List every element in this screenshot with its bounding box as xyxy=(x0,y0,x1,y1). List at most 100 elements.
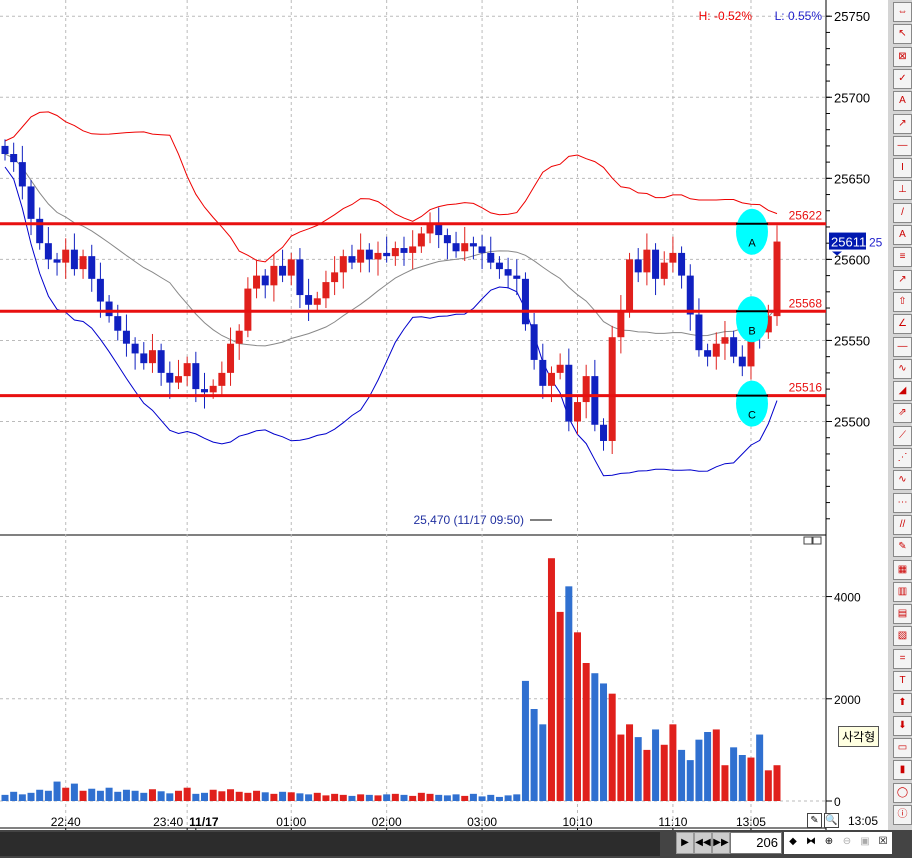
toolbar-tool-button[interactable]: ✎ xyxy=(893,537,912,558)
toolbar-tool-button[interactable]: ⟋ xyxy=(893,425,912,446)
candle-body xyxy=(704,350,712,357)
candle-body xyxy=(279,265,287,276)
toolbar-tool-button[interactable]: ◯ xyxy=(893,782,912,803)
candle-body xyxy=(764,316,772,333)
toolbar-tool-button[interactable]: ⇗ xyxy=(893,403,912,424)
price-tick-label: 25650 xyxy=(834,171,870,186)
low-annotation: 25,470 (11/17 09:50) xyxy=(413,513,524,527)
candle-body xyxy=(469,243,477,247)
candle-body xyxy=(365,249,373,260)
candle-body xyxy=(504,269,512,276)
fit-icon[interactable]: ▣ xyxy=(856,832,874,854)
volume-bar xyxy=(209,789,217,801)
close-icon[interactable]: ☒ xyxy=(874,832,892,854)
candle-body xyxy=(183,363,191,377)
volume-bar xyxy=(495,796,503,801)
volume-bar xyxy=(88,788,96,801)
candle-body xyxy=(287,259,295,276)
toolbar-tool-button[interactable]: ⓘ xyxy=(893,804,912,825)
shrink-icon[interactable]: ⧓ xyxy=(802,832,820,854)
toolbar-tool-button[interactable]: ◢ xyxy=(893,381,912,402)
candle-body xyxy=(53,259,61,263)
toolbar-tool-button[interactable]: ⇔ xyxy=(893,2,912,22)
candle-body xyxy=(174,376,182,383)
candle-body xyxy=(487,252,495,263)
toolbar-tool-button[interactable]: ↗ xyxy=(893,269,912,290)
candle-body xyxy=(600,424,608,441)
toolbar-tool-button[interactable]: ∠ xyxy=(893,314,912,335)
volume-bar xyxy=(504,795,512,801)
volume-bar xyxy=(643,749,651,801)
overview-scrollbar[interactable] xyxy=(0,832,660,856)
volume-bar xyxy=(140,792,148,801)
volume-bar xyxy=(435,794,443,801)
toolbar-tool-button[interactable]: = xyxy=(893,648,912,669)
toolbar-tool-button[interactable]: ⇧ xyxy=(893,291,912,312)
toolbar-tool-button[interactable]: ∿ xyxy=(893,358,912,379)
candle-body xyxy=(357,249,365,263)
candle-body xyxy=(582,376,590,403)
toolbar-tool-button[interactable]: ⋰ xyxy=(893,448,912,468)
pencil-icon[interactable]: ✎ xyxy=(807,813,822,828)
candle-body xyxy=(166,372,174,383)
volume-bar xyxy=(270,793,278,801)
toolbar-tool-button[interactable]: ✓ xyxy=(893,68,912,89)
toolbar-tool-button[interactable]: ▤ xyxy=(893,604,912,625)
zoom-count-input[interactable]: 206 xyxy=(730,832,782,854)
candle-body xyxy=(27,186,35,219)
toolbar-tool-button[interactable]: ⋯ xyxy=(893,492,912,513)
toolbar-tool-button[interactable]: ▧ xyxy=(893,626,912,647)
volume-bar xyxy=(296,793,304,801)
toolbar-tool-button[interactable]: ⬆ xyxy=(893,693,912,714)
toolbar-tool-button[interactable]: I xyxy=(893,158,912,179)
volume-bar xyxy=(469,793,477,801)
marker-ellipse xyxy=(736,380,768,427)
toolbar-tool-button[interactable]: ⊥ xyxy=(893,180,912,201)
candle-body xyxy=(738,356,746,367)
toolbar-tool-button[interactable]: A xyxy=(893,91,912,112)
candle-body xyxy=(573,402,581,422)
toolbar-tool-button[interactable]: ▭ xyxy=(893,737,912,758)
volume-bar xyxy=(183,787,191,801)
toolbar-tool-button[interactable]: T xyxy=(893,671,912,691)
candle-body xyxy=(539,359,547,386)
toolbar-tool-button[interactable]: ↖ xyxy=(893,24,912,45)
fast-forward-button[interactable]: ▶▶ xyxy=(712,832,730,854)
current-price-label: 25611 xyxy=(831,235,866,250)
volume-bar xyxy=(383,794,391,801)
toolbar-tool-button[interactable]: / xyxy=(893,202,912,223)
play-button[interactable]: ▶ xyxy=(676,832,694,854)
toolbar-tool-button[interactable]: ⬇ xyxy=(893,715,912,736)
magnifier-icon[interactable]: 🔍 xyxy=(824,813,839,828)
toolbar-tool-button[interactable]: ▥ xyxy=(893,581,912,602)
marker-label: B xyxy=(748,325,755,337)
toolbar-tool-button[interactable]: // xyxy=(893,514,912,535)
candle-body xyxy=(435,223,443,236)
toolbar-tool-button[interactable]: A xyxy=(893,225,912,245)
volume-bar xyxy=(96,790,104,801)
expand-icon[interactable]: ◆ xyxy=(784,832,802,854)
zoom-out-icon[interactable]: ⊖ xyxy=(838,832,856,854)
toolbar-tool-button[interactable]: ∿ xyxy=(893,470,912,491)
toolbar-tool-button[interactable]: ⊠ xyxy=(893,46,912,67)
toolbar-tool-button[interactable]: ▮ xyxy=(893,760,912,781)
pane-minimize-icon xyxy=(803,536,813,545)
candle-body xyxy=(1,145,9,155)
toolbar-tool-button[interactable]: — xyxy=(893,135,912,156)
candle-body xyxy=(478,246,486,253)
volume-bar xyxy=(678,749,686,801)
toolbar-tool-button[interactable]: ↗ xyxy=(893,113,912,134)
volume-bar xyxy=(582,663,590,801)
toolbar-tool-button[interactable]: ≡ xyxy=(893,247,912,268)
zoom-in-icon[interactable]: ⊕ xyxy=(820,832,838,854)
candlestick-chart[interactable]: 25500 25550 25600 25650 25700 25750 0 2000 4000 2… xyxy=(0,0,888,830)
candle-body xyxy=(44,243,52,260)
toolbar-tool-button[interactable]: — xyxy=(893,336,912,357)
volume-bar xyxy=(756,734,764,801)
volume-bar xyxy=(443,795,451,801)
candle-body xyxy=(261,275,269,286)
toolbar-tool-button[interactable]: ▦ xyxy=(893,559,912,580)
volume-bar xyxy=(1,794,9,801)
volume-bar xyxy=(348,795,356,801)
rewind-button[interactable]: ◀◀ xyxy=(694,832,712,854)
